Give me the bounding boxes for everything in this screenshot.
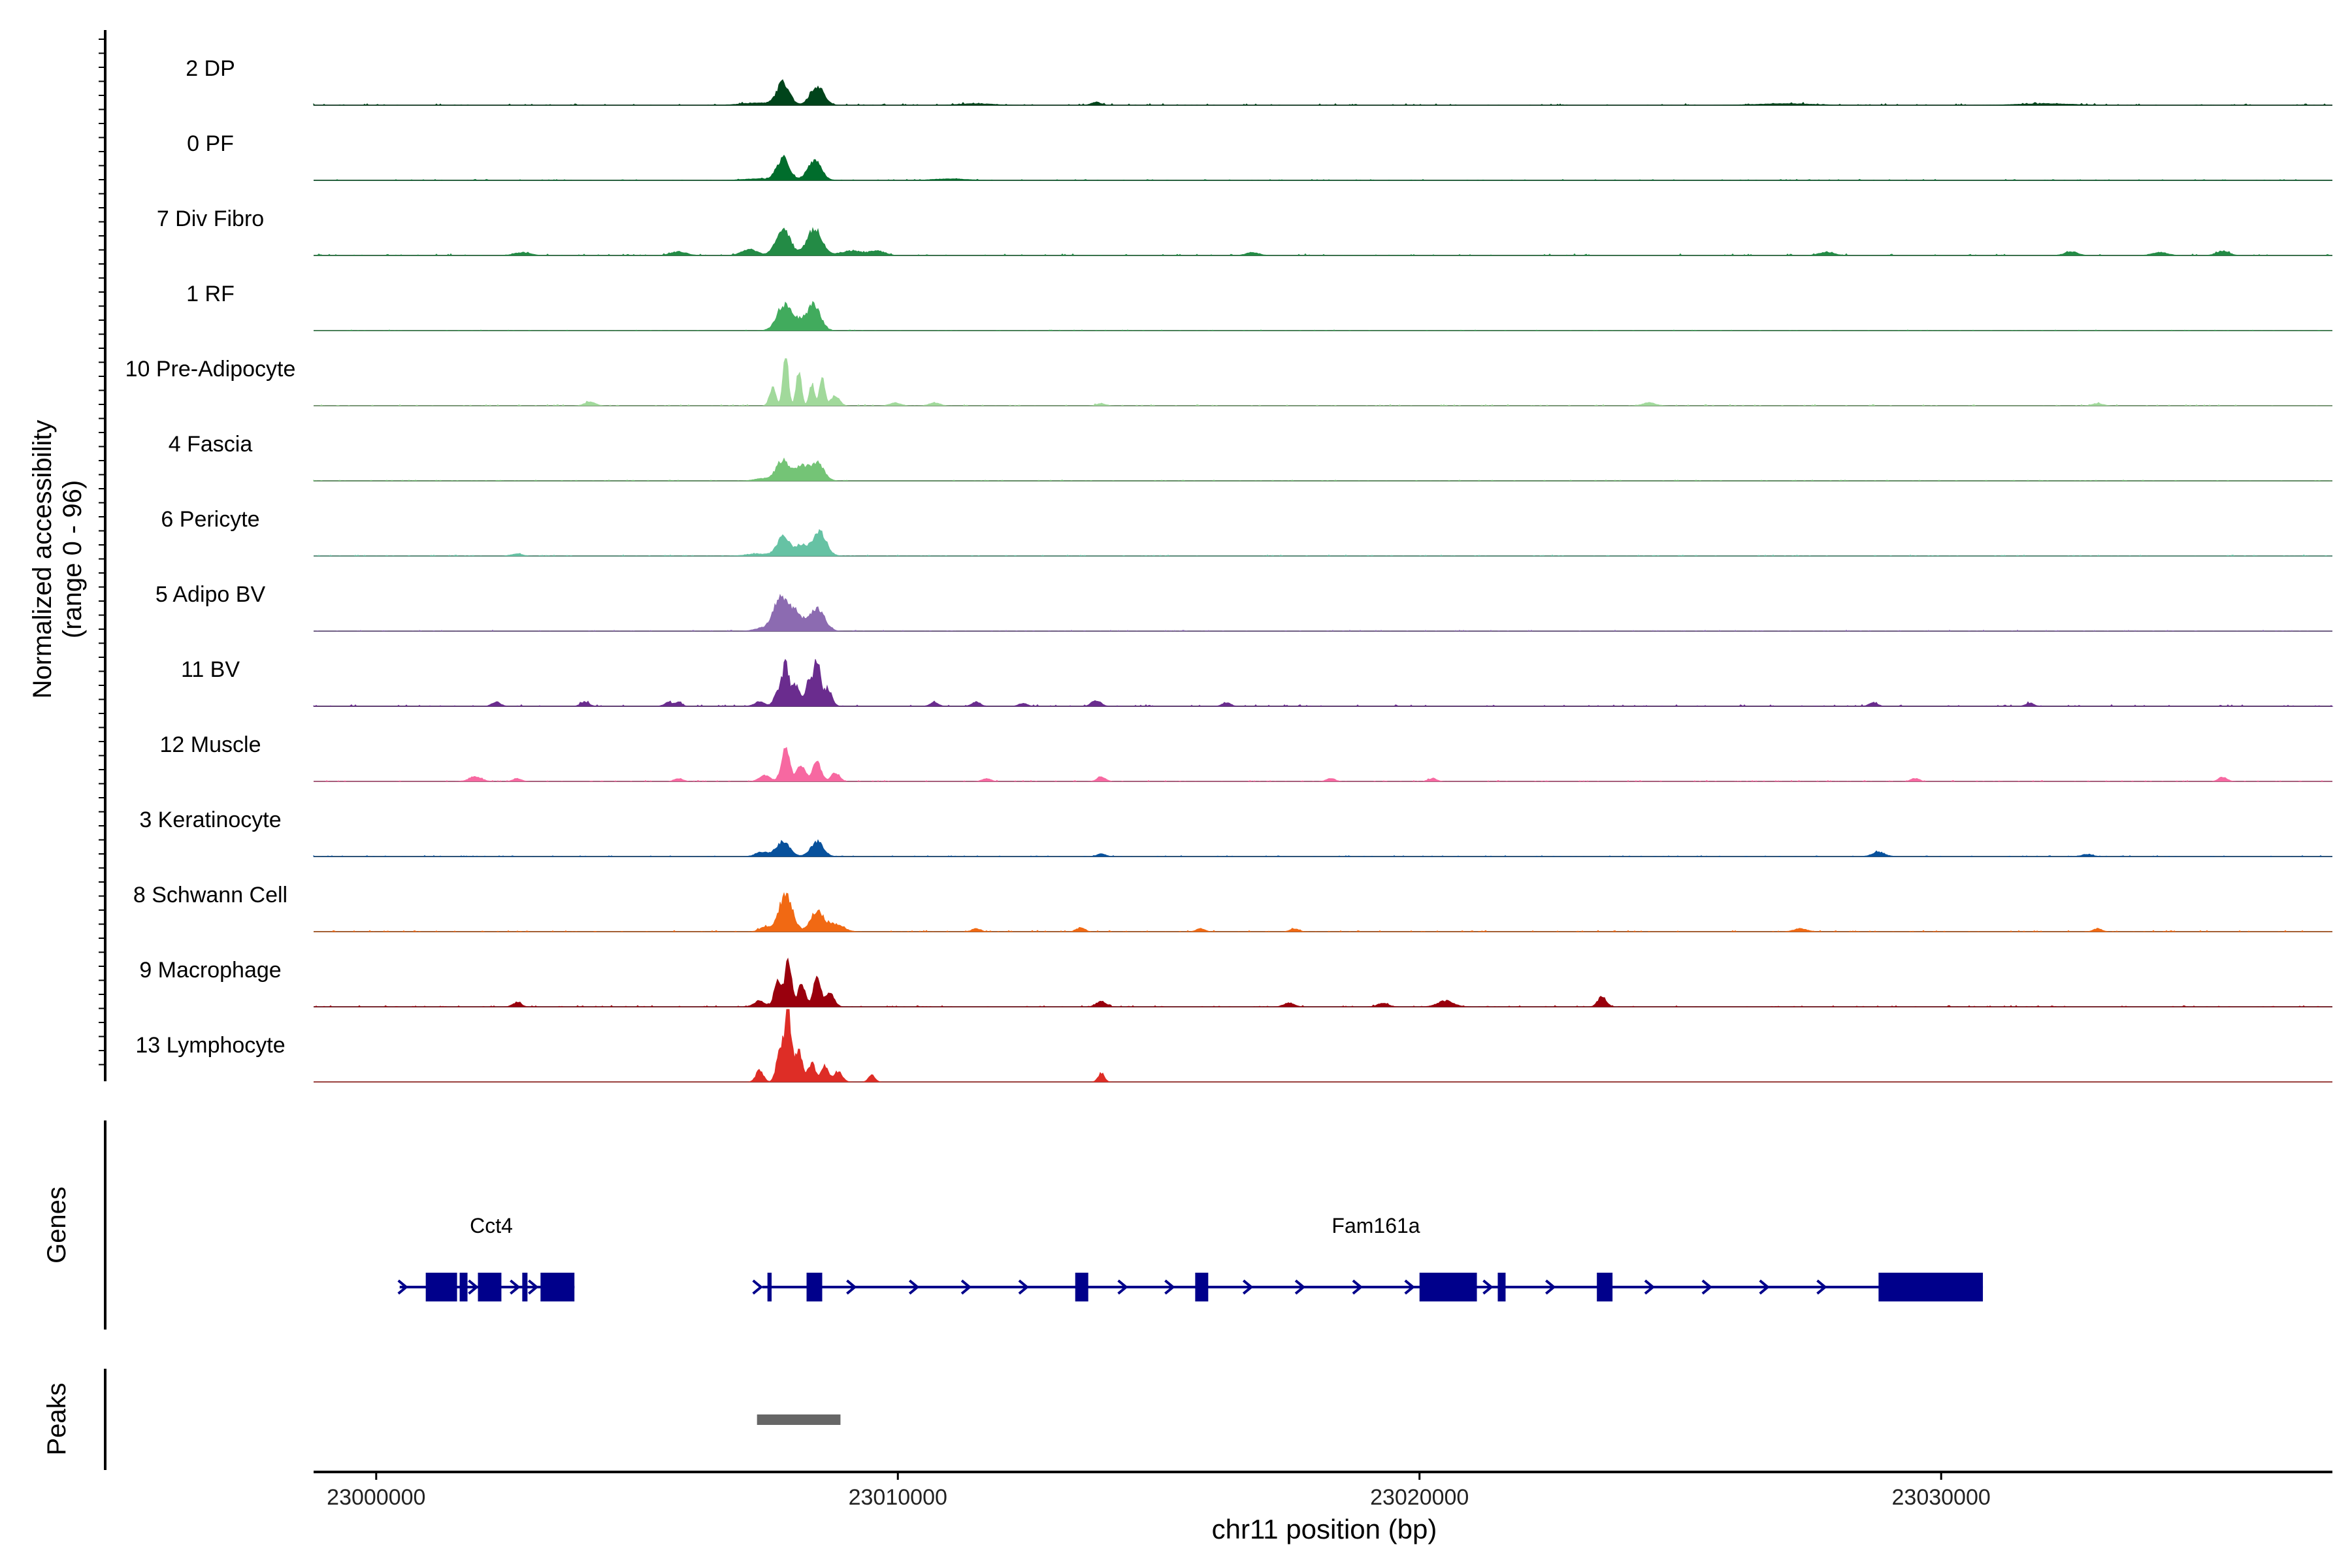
track-13-lymphocyte: 13 Lymphocyte [135, 1009, 2332, 1083]
genes-panel-label: Genes [42, 1186, 71, 1264]
x-tick-label: 23010000 [849, 1485, 947, 1510]
track-6-pericyte: 6 Pericyte [161, 507, 2332, 557]
coverage-area [314, 747, 2332, 782]
gene-exon [806, 1273, 823, 1301]
strand-arrow [1018, 1279, 1030, 1295]
gene-exon [1497, 1273, 1506, 1301]
track-10-pre-adipocyte: 10 Pre-Adipocyte [125, 357, 2332, 406]
strand-arrow [960, 1279, 972, 1295]
track-label: 5 Adipo BV [155, 582, 266, 607]
y-axis-label-line2: (range 0 - 96) [58, 480, 87, 638]
track-label: 7 Div Fibro [157, 206, 264, 231]
track-label: 3 Keratinocyte [139, 808, 281, 832]
coverage-area [314, 593, 2332, 632]
gene-exon [522, 1273, 528, 1301]
track-9-macrophage: 9 Macrophage [139, 957, 2332, 1007]
track-5-adipo-bv: 5 Adipo BV [155, 582, 2332, 632]
strand-arrow [1759, 1279, 1770, 1295]
track-1-rf: 1 RF [186, 282, 2332, 331]
strand-arrow [1352, 1279, 1364, 1295]
track-0-pf: 0 PF [187, 131, 2332, 181]
track-label: 10 Pre-Adipocyte [125, 357, 296, 382]
track-label: 4 Fascia [169, 432, 253, 457]
strand-arrow [528, 1279, 539, 1295]
strand-arrow [510, 1279, 521, 1295]
coverage-area [314, 1009, 2332, 1083]
track-label: 6 Pericyte [161, 507, 259, 532]
strand-arrow [1117, 1279, 1128, 1295]
strand-arrow [1404, 1279, 1415, 1295]
track-label: 11 BV [181, 657, 240, 682]
strand-arrow [1294, 1279, 1306, 1295]
track-8-schwann-cell: 8 Schwann Cell [133, 883, 2332, 932]
track-label: 0 PF [187, 131, 234, 156]
coverage-area [313, 79, 2332, 106]
gene-fam161a: Fam161a [752, 1214, 1984, 1301]
track-3-keratinocyte: 3 Keratinocyte [139, 808, 2332, 857]
track-label: 12 Muscle [160, 732, 261, 757]
coverage-tracks: 2 DP 0 PF 7 Div Fibro 1 RF 10 Pre-Adipocyte 4… [125, 56, 2334, 1083]
gene-exon [425, 1273, 457, 1301]
strand-arrow [752, 1279, 763, 1295]
gene-exon [1878, 1273, 1984, 1301]
x-axis-ticks: 23000000 23010000 23020000 23030000 [327, 1472, 1991, 1510]
coverage-area [314, 957, 2332, 1007]
strand-arrow [1644, 1279, 1656, 1295]
coverage-area [314, 529, 2332, 557]
gene-exon [1075, 1273, 1088, 1301]
track-label: 8 Schwann Cell [133, 883, 287, 907]
track-label: 1 RF [186, 282, 235, 306]
gene-exon [1597, 1273, 1613, 1301]
coverage-area [314, 358, 2332, 406]
coverage-area [314, 892, 2332, 932]
gene-exon [1419, 1273, 1477, 1301]
strand-arrow [1164, 1279, 1175, 1295]
x-tick-label: 23000000 [327, 1485, 425, 1510]
track-11-bv: 11 BV [181, 657, 2334, 707]
gene-cct4: Cct4 [397, 1214, 575, 1301]
strand-arrow [908, 1279, 920, 1295]
peaks-panel-label: Peaks [42, 1382, 71, 1455]
strand-arrow [468, 1279, 479, 1295]
track-2-dp: 2 DP [186, 56, 2332, 106]
gene-exon [459, 1273, 468, 1301]
strand-arrow [846, 1279, 857, 1295]
track-4-fascia: 4 Fascia [169, 432, 2332, 482]
strand-arrow [1701, 1279, 1712, 1295]
track-12-muscle: 12 Muscle [160, 732, 2332, 782]
peaks-track [757, 1414, 841, 1425]
x-axis-label: chr11 position (bp) [1212, 1514, 1437, 1544]
coverage-area [314, 154, 2332, 181]
strand-arrow [1545, 1279, 1556, 1295]
gene-name-label: Cct4 [470, 1214, 513, 1237]
strand-arrow [1816, 1279, 1827, 1295]
x-tick-label: 23020000 [1370, 1485, 1469, 1510]
track-label: 13 Lymphocyte [135, 1033, 285, 1058]
track-7-div-fibro: 7 Div Fibro [157, 206, 2332, 256]
y-axis-label-line1: Normalized accessibility [28, 420, 57, 699]
coverage-area [314, 301, 2332, 331]
strand-arrow [1482, 1279, 1494, 1295]
y-axis-ticks [99, 39, 105, 1066]
coverage-area [313, 839, 2332, 857]
coverage-area [314, 227, 2332, 256]
gene-exon [767, 1273, 772, 1301]
track-label: 2 DP [186, 56, 235, 81]
gene-name-label: Fam161a [1331, 1214, 1420, 1237]
strand-arrow [397, 1279, 408, 1295]
coverage-area [313, 457, 2332, 482]
gene-exon [478, 1273, 502, 1301]
coverage-area [313, 659, 2334, 707]
gene-annotation-track: Cct4 Fam161a [397, 1214, 1984, 1301]
peak-region [757, 1414, 841, 1425]
x-tick-label: 23030000 [1892, 1485, 1991, 1510]
gene-exon [1195, 1273, 1209, 1301]
strand-arrow [1242, 1279, 1254, 1295]
gene-exon [540, 1273, 575, 1301]
track-label: 9 Macrophage [139, 958, 281, 983]
